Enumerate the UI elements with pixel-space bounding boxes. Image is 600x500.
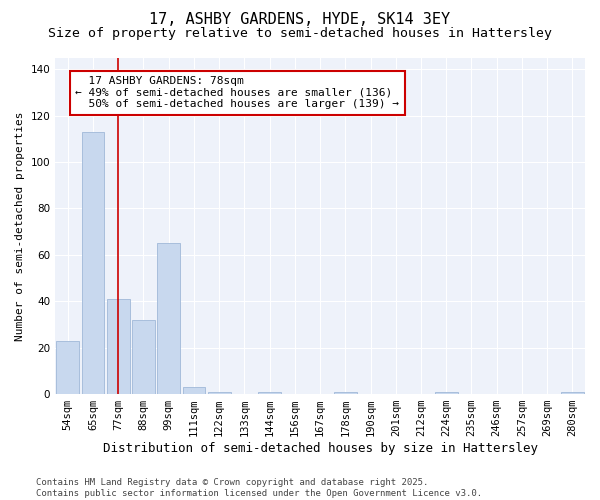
Bar	[56, 340, 79, 394]
Text: Size of property relative to semi-detached houses in Hattersley: Size of property relative to semi-detach…	[48, 28, 552, 40]
Bar	[208, 392, 230, 394]
Bar	[561, 392, 584, 394]
X-axis label: Distribution of semi-detached houses by size in Hattersley: Distribution of semi-detached houses by …	[103, 442, 538, 455]
Bar	[157, 243, 180, 394]
Bar	[182, 387, 205, 394]
Bar	[258, 392, 281, 394]
Text: 17, ASHBY GARDENS, HYDE, SK14 3EY: 17, ASHBY GARDENS, HYDE, SK14 3EY	[149, 12, 451, 28]
Bar	[107, 299, 130, 394]
Bar	[334, 392, 356, 394]
Text: 17 ASHBY GARDENS: 78sqm
← 49% of semi-detached houses are smaller (136)
  50% of: 17 ASHBY GARDENS: 78sqm ← 49% of semi-de…	[76, 76, 400, 110]
Bar	[82, 132, 104, 394]
Bar	[435, 392, 458, 394]
Bar	[132, 320, 155, 394]
Y-axis label: Number of semi-detached properties: Number of semi-detached properties	[15, 111, 25, 340]
Text: Contains HM Land Registry data © Crown copyright and database right 2025.
Contai: Contains HM Land Registry data © Crown c…	[36, 478, 482, 498]
